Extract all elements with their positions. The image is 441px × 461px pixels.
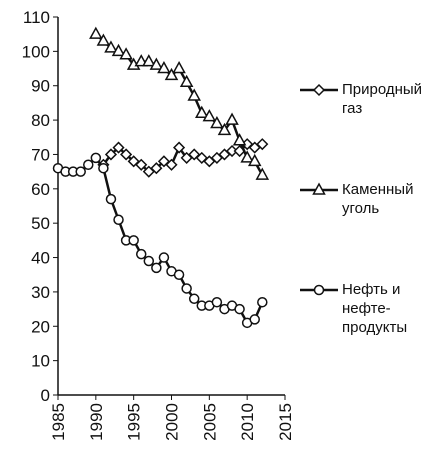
marker [105, 193, 117, 205]
marker [89, 26, 103, 39]
marker [157, 60, 171, 74]
legend-label: Нефть и нефте-продукты [342, 281, 408, 336]
marker [188, 293, 200, 305]
marker [135, 158, 148, 171]
marker [158, 252, 170, 263]
legend-marker [313, 284, 325, 296]
y-tick-label: 0 [41, 386, 50, 405]
marker [240, 150, 254, 163]
x-tick-label: 1995 [125, 403, 144, 441]
marker [96, 33, 111, 46]
marker [173, 141, 186, 154]
marker [120, 148, 133, 161]
y-tick-label: 50 [31, 214, 50, 233]
marker [111, 43, 126, 57]
marker [202, 109, 217, 122]
marker [256, 138, 269, 151]
y-tick-label: 30 [31, 283, 50, 302]
marker [173, 269, 185, 280]
y-tick-label: 60 [31, 180, 50, 199]
marker [104, 40, 118, 53]
x-tick-label: 2000 [163, 403, 182, 441]
marker [165, 158, 178, 171]
marker [232, 133, 247, 146]
marker [210, 115, 224, 129]
y-tick-label: 20 [31, 317, 50, 336]
y-tick-label: 80 [31, 111, 50, 130]
marker [142, 54, 156, 67]
marker [104, 148, 118, 161]
y-tick-label: 100 [22, 42, 50, 61]
x-tick-label: 2015 [276, 403, 295, 441]
marker [83, 159, 94, 171]
x-tick-label: 1985 [49, 403, 68, 441]
marker [119, 47, 133, 60]
legend-marker [312, 182, 326, 195]
marker [234, 303, 245, 315]
marker [113, 214, 124, 225]
x-tick-label: 2010 [238, 403, 257, 441]
y-tick-label: 90 [31, 77, 50, 96]
marker [172, 60, 186, 74]
marker [187, 88, 201, 101]
marker [247, 153, 262, 167]
marker [194, 105, 209, 118]
marker [75, 166, 86, 177]
marker [150, 162, 163, 175]
marker [151, 262, 162, 274]
y-tick-label: 110 [23, 8, 50, 27]
x-tick-label: 2005 [200, 403, 219, 441]
legend-label: Природный газ [342, 81, 423, 117]
y-tick-label: 10 [31, 352, 50, 371]
marker [164, 67, 179, 81]
marker [217, 122, 232, 136]
legend-marker [312, 83, 326, 97]
y-tick-label: 40 [31, 249, 50, 268]
legend-label: Каменный уголь [342, 181, 414, 217]
marker [249, 314, 260, 325]
marker [257, 296, 268, 308]
marker [149, 57, 164, 70]
marker [98, 162, 109, 174]
series-line [57, 156, 264, 325]
marker [128, 235, 139, 246]
marker [143, 255, 155, 267]
marker [255, 167, 270, 180]
marker [135, 248, 147, 260]
marker [225, 112, 239, 125]
marker [179, 74, 194, 88]
marker [181, 283, 192, 294]
marker [211, 296, 223, 308]
x-tick-label: 1990 [87, 403, 106, 441]
y-tick-label: 70 [31, 145, 50, 164]
marker [90, 152, 102, 164]
marker [112, 141, 125, 154]
